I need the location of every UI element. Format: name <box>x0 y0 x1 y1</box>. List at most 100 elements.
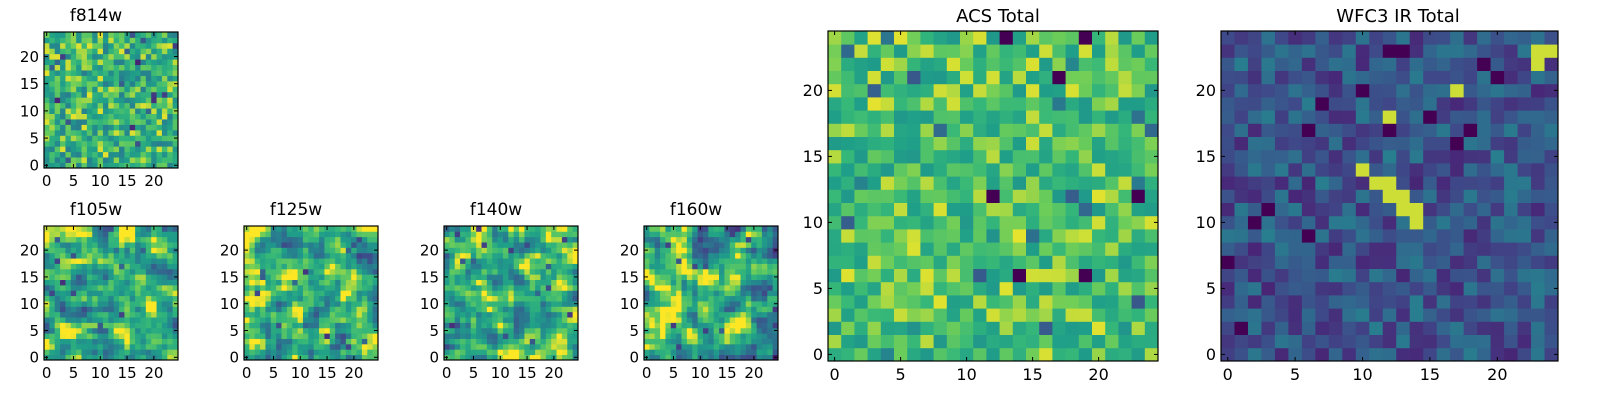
heatmap-cell <box>1355 347 1370 362</box>
heatmap-cell <box>1490 334 1505 349</box>
heatmap-cell <box>244 338 250 345</box>
heatmap-cell <box>65 80 72 87</box>
heatmap-cell <box>724 349 731 356</box>
heatmap-cell <box>920 229 934 243</box>
heatmap-cell <box>145 32 152 38</box>
heatmap-cell <box>649 252 656 259</box>
heatmap-cell <box>1409 176 1424 190</box>
heatmap-cell <box>1409 57 1424 71</box>
y-tick-label: 20 <box>803 81 823 100</box>
heatmap-cell <box>108 236 115 243</box>
heatmap-cell <box>551 290 557 297</box>
heatmap-cell <box>260 354 266 361</box>
heatmap-cell <box>113 48 120 55</box>
heatmap-cell <box>1065 347 1080 362</box>
heatmap-cell <box>513 290 520 297</box>
heatmap-cell <box>97 322 104 329</box>
heatmap-cell <box>1026 229 1040 243</box>
heatmap-cell <box>540 268 547 275</box>
heatmap-cell <box>1531 149 1545 164</box>
heatmap-cell <box>567 290 574 297</box>
heatmap-cell <box>999 163 1014 177</box>
heatmap-cell <box>92 236 98 243</box>
heatmap-cell <box>81 119 88 125</box>
heatmap-cell <box>1026 334 1040 349</box>
heatmap-cell <box>1288 347 1303 362</box>
heatmap-cell <box>1288 255 1303 269</box>
heatmap-cell <box>1144 176 1159 190</box>
heatmap-cell <box>513 343 520 350</box>
heatmap-cell <box>102 290 109 297</box>
heatmap-cell <box>497 306 504 313</box>
heatmap-cell <box>497 333 504 339</box>
heatmap-cell <box>329 338 336 345</box>
heatmap-cell <box>102 317 109 323</box>
heatmap-cell <box>481 242 488 248</box>
heatmap-cell <box>751 306 757 313</box>
heatmap-cell <box>492 252 498 259</box>
heatmap-cell <box>124 113 131 120</box>
heatmap-cell <box>665 301 672 307</box>
heatmap-cell <box>454 327 461 334</box>
heatmap-cell <box>70 86 77 93</box>
heatmap-cell <box>761 301 768 307</box>
heatmap-cell <box>292 236 298 243</box>
heatmap-cell <box>867 321 882 335</box>
heatmap-cell <box>535 252 541 259</box>
heatmap-cell <box>670 343 677 350</box>
heatmap-cell <box>1450 136 1465 151</box>
heatmap-cell <box>1450 334 1465 349</box>
heatmap-cell <box>1065 163 1080 177</box>
heatmap-cell <box>1531 202 1545 217</box>
heatmap-cell <box>367 306 374 313</box>
heatmap-cell <box>449 322 456 329</box>
heatmap-cell <box>308 290 315 297</box>
heatmap-cell <box>319 226 325 232</box>
heatmap-cell <box>973 163 987 177</box>
heatmap-cell <box>1328 308 1343 322</box>
heatmap-cell <box>502 236 509 243</box>
heatmap-cell <box>486 226 493 232</box>
heatmap-cell <box>297 301 304 307</box>
heatmap-cell <box>281 247 288 254</box>
heatmap-cell <box>113 258 120 264</box>
heatmap-cell <box>135 70 141 76</box>
heatmap-cell <box>529 290 536 297</box>
heatmap-cell <box>145 151 152 158</box>
heatmap-cell <box>465 226 472 232</box>
heatmap-cell <box>76 48 82 55</box>
heatmap-cell <box>1039 136 1053 151</box>
heatmap-cell <box>86 252 93 259</box>
heatmap-cell <box>1436 123 1451 137</box>
heatmap-cell <box>1463 202 1478 217</box>
heatmap-cell <box>161 290 168 297</box>
heatmap-cell <box>1039 295 1053 309</box>
x-tick-label: 15 <box>1420 365 1440 384</box>
heatmap-cell <box>281 311 288 318</box>
heatmap-cell <box>1052 57 1066 71</box>
heatmap-cell <box>465 349 472 356</box>
heatmap-cell <box>561 268 568 275</box>
heatmap-cell <box>444 343 450 350</box>
heatmap-cell <box>999 281 1014 296</box>
heatmap-cell <box>76 343 82 350</box>
heatmap-cell <box>486 242 493 248</box>
heatmap-cell <box>156 157 163 163</box>
heatmap-cell <box>692 322 698 329</box>
heatmap-cell <box>1490 31 1505 45</box>
heatmap-cell <box>135 317 141 323</box>
heatmap-cell <box>92 311 98 318</box>
heatmap-cell <box>140 322 147 329</box>
heatmap-cell <box>151 151 157 158</box>
heatmap-cell <box>1315 295 1330 309</box>
heatmap-cell <box>60 301 66 307</box>
heatmap-cell <box>265 333 272 339</box>
heatmap-cell <box>999 308 1014 322</box>
heatmap-cell <box>1261 202 1276 217</box>
heatmap-cell <box>841 347 855 362</box>
heatmap-cell <box>1490 229 1505 243</box>
heatmap-cell <box>1396 295 1411 309</box>
heatmap-cell <box>140 231 147 238</box>
heatmap-cell <box>129 322 136 329</box>
heatmap-cell <box>1118 136 1132 151</box>
